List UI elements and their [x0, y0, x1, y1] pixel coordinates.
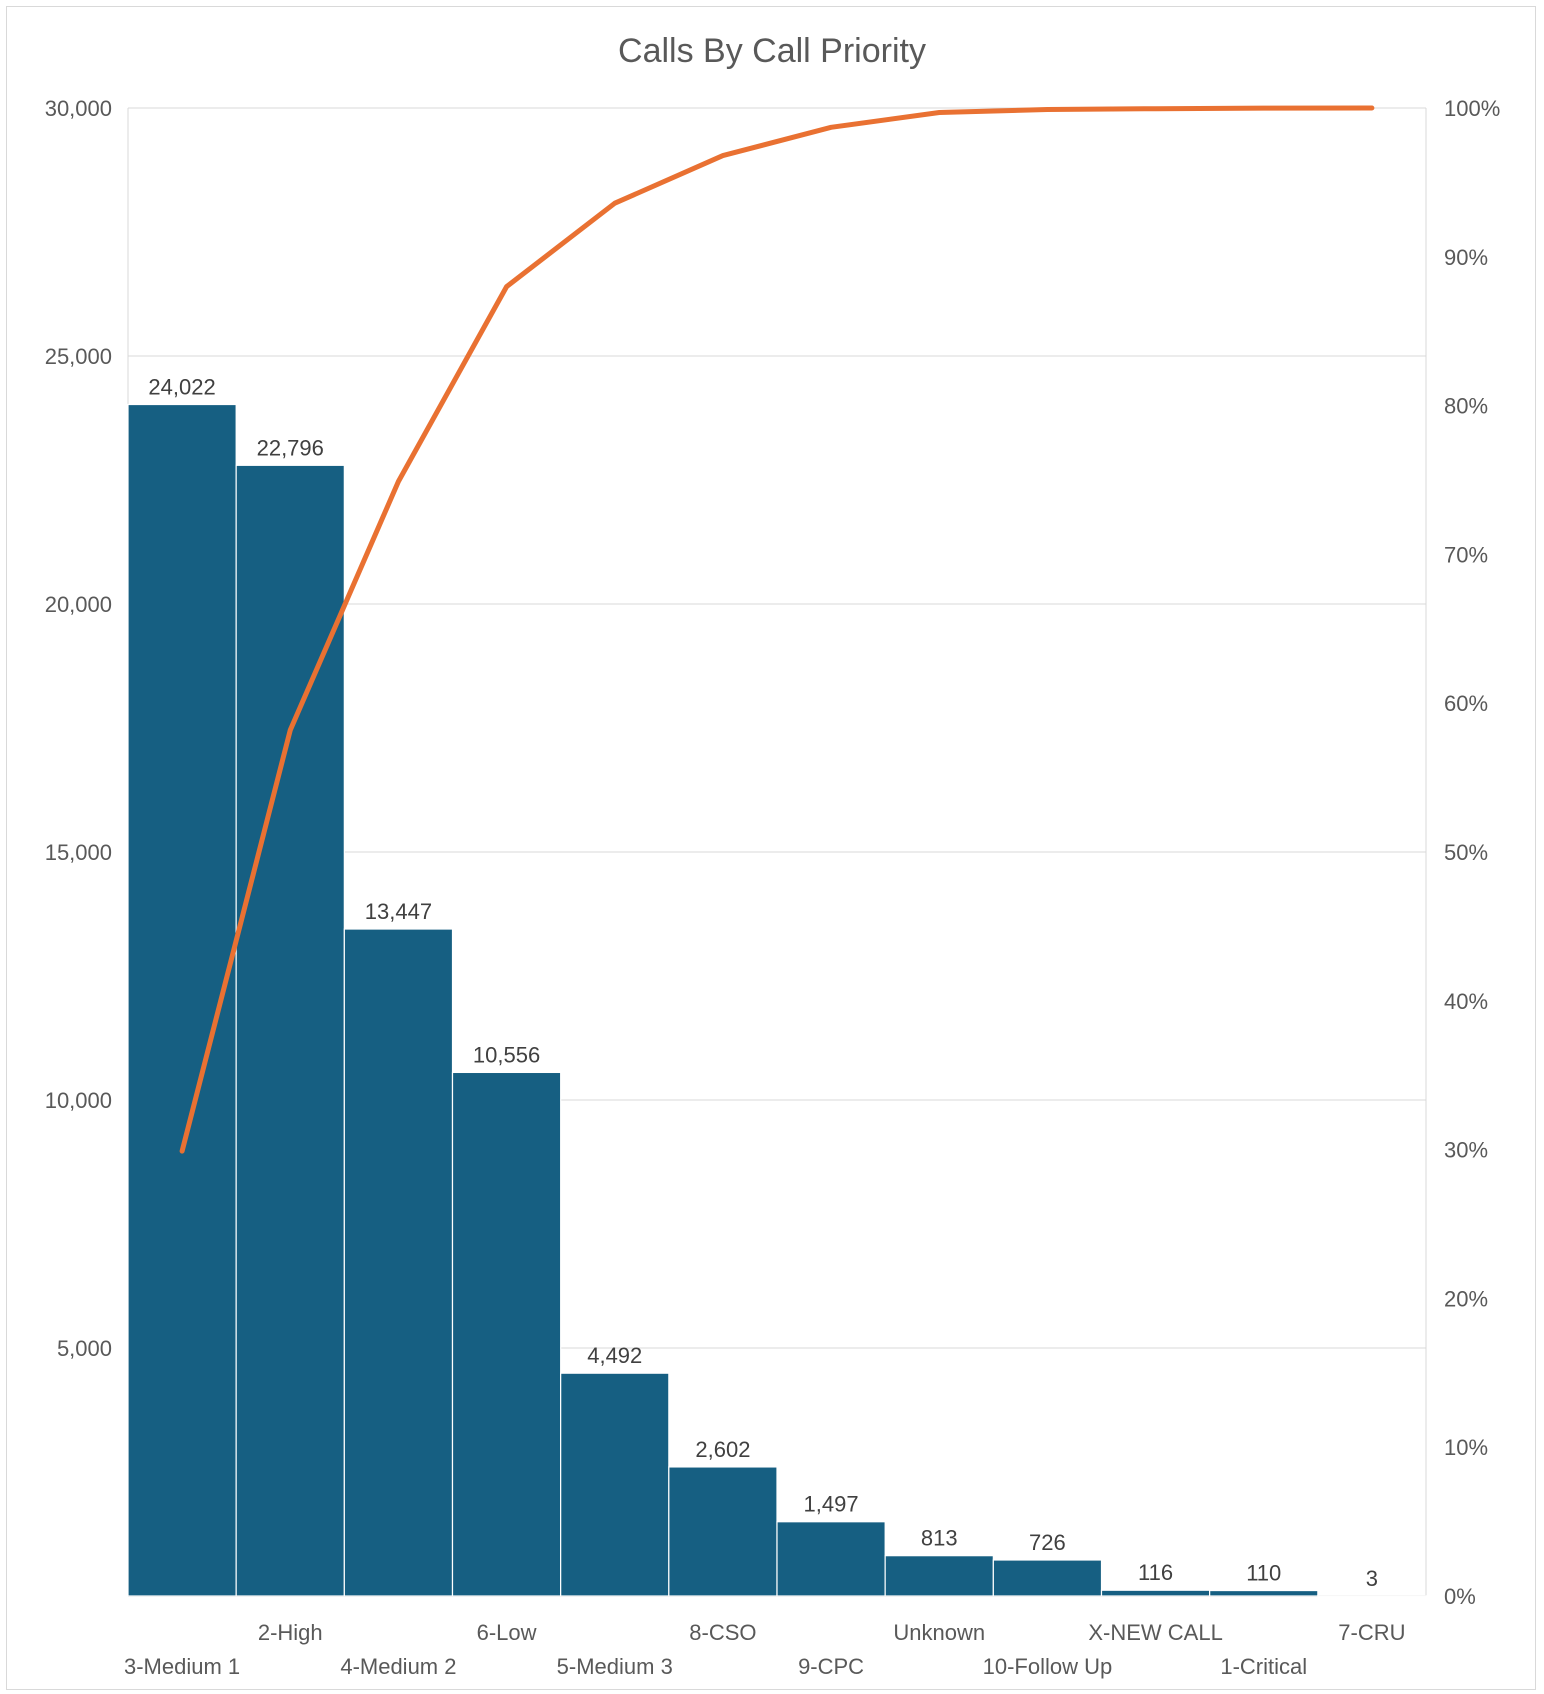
- x-category-label: 7-CRU: [1338, 1620, 1405, 1645]
- y2-tick-label: 50%: [1444, 840, 1488, 865]
- y-tick-label: 10,000: [45, 1088, 112, 1113]
- y2-tick-label: 100%: [1444, 96, 1500, 121]
- secondary-y-axis: 0% 10% 20% 30% 40% 50% 60% 70% 80% 90% 100%: [1444, 96, 1500, 1609]
- bar-data-label: 24,022: [148, 375, 215, 400]
- bar: [1209, 1589, 1319, 1597]
- bar: [1317, 1595, 1427, 1597]
- x-category-label: Unknown: [893, 1620, 985, 1645]
- x-category-label: 10-Follow Up: [983, 1654, 1113, 1679]
- x-category-label: 2-High: [258, 1620, 323, 1645]
- bar-data-label: 2,602: [695, 1437, 750, 1462]
- bar-data-label: 13,447: [365, 899, 432, 924]
- y2-tick-label: 20%: [1444, 1286, 1488, 1311]
- x-category-label: 8-CSO: [689, 1620, 756, 1645]
- x-category-label: 5-Medium 3: [557, 1654, 673, 1679]
- bar-data-label: 10,556: [473, 1042, 540, 1067]
- bar-data-label: 4,492: [587, 1343, 642, 1368]
- x-category-label: X-NEW CALL: [1088, 1620, 1222, 1645]
- y2-tick-label: 80%: [1444, 394, 1488, 419]
- bar: [451, 1071, 562, 1597]
- bar: [127, 403, 237, 1597]
- bar: [776, 1521, 886, 1597]
- y-tick-label: 5,000: [57, 1336, 112, 1361]
- data-labels: 24,022 22,796 13,447 10,556 4,492 2,602 1,497 8…: [148, 375, 1378, 1591]
- bar: [560, 1372, 670, 1597]
- bars: [127, 403, 1427, 1597]
- x-category-label: 3-Medium 1: [124, 1654, 240, 1679]
- bar: [884, 1555, 994, 1597]
- y2-tick-label: 40%: [1444, 989, 1488, 1014]
- bar: [668, 1466, 778, 1597]
- y2-tick-label: 10%: [1444, 1435, 1488, 1460]
- x-category-label: 4-Medium 2: [340, 1654, 456, 1679]
- x-axis: 3-Medium 1 2-High 4-Medium 2 6-Low 5-Medium …: [124, 1620, 1406, 1679]
- x-category-label: 1-Critical: [1220, 1654, 1307, 1679]
- bar: [1100, 1589, 1211, 1597]
- y-tick-label: 25,000: [45, 344, 112, 369]
- y-tick-label: 30,000: [45, 96, 112, 121]
- cumulative-line-layer: [179, 105, 1375, 1154]
- cumulative-percent-line: [179, 105, 1375, 1154]
- y-tick-label: 20,000: [45, 592, 112, 617]
- x-category-label: 9-CPC: [798, 1654, 864, 1679]
- bar-data-label: 3: [1366, 1566, 1378, 1591]
- y-tick-label: 15,000: [45, 840, 112, 865]
- x-category-label: 6-Low: [477, 1620, 537, 1645]
- y2-tick-label: 70%: [1444, 542, 1488, 567]
- bar: [343, 928, 454, 1597]
- y2-tick-label: 0%: [1444, 1584, 1476, 1609]
- bar-data-label: 1,497: [804, 1492, 859, 1517]
- chart-title: Calls By Call Priority: [618, 32, 926, 70]
- bar: [992, 1559, 1103, 1597]
- bar: [235, 464, 345, 1597]
- primary-y-axis: 5,000 10,000 15,000 20,000 25,000 30,000: [45, 96, 112, 1361]
- bar-data-label: 116: [1138, 1560, 1173, 1585]
- bar-data-label: 726: [1029, 1530, 1066, 1555]
- y2-tick-label: 90%: [1444, 245, 1488, 270]
- bar-data-label: 813: [921, 1526, 958, 1551]
- y2-tick-label: 30%: [1444, 1138, 1488, 1163]
- y2-tick-label: 60%: [1444, 691, 1488, 716]
- bar-data-label: 22,796: [257, 435, 324, 460]
- bar-data-label: 110: [1246, 1561, 1281, 1586]
